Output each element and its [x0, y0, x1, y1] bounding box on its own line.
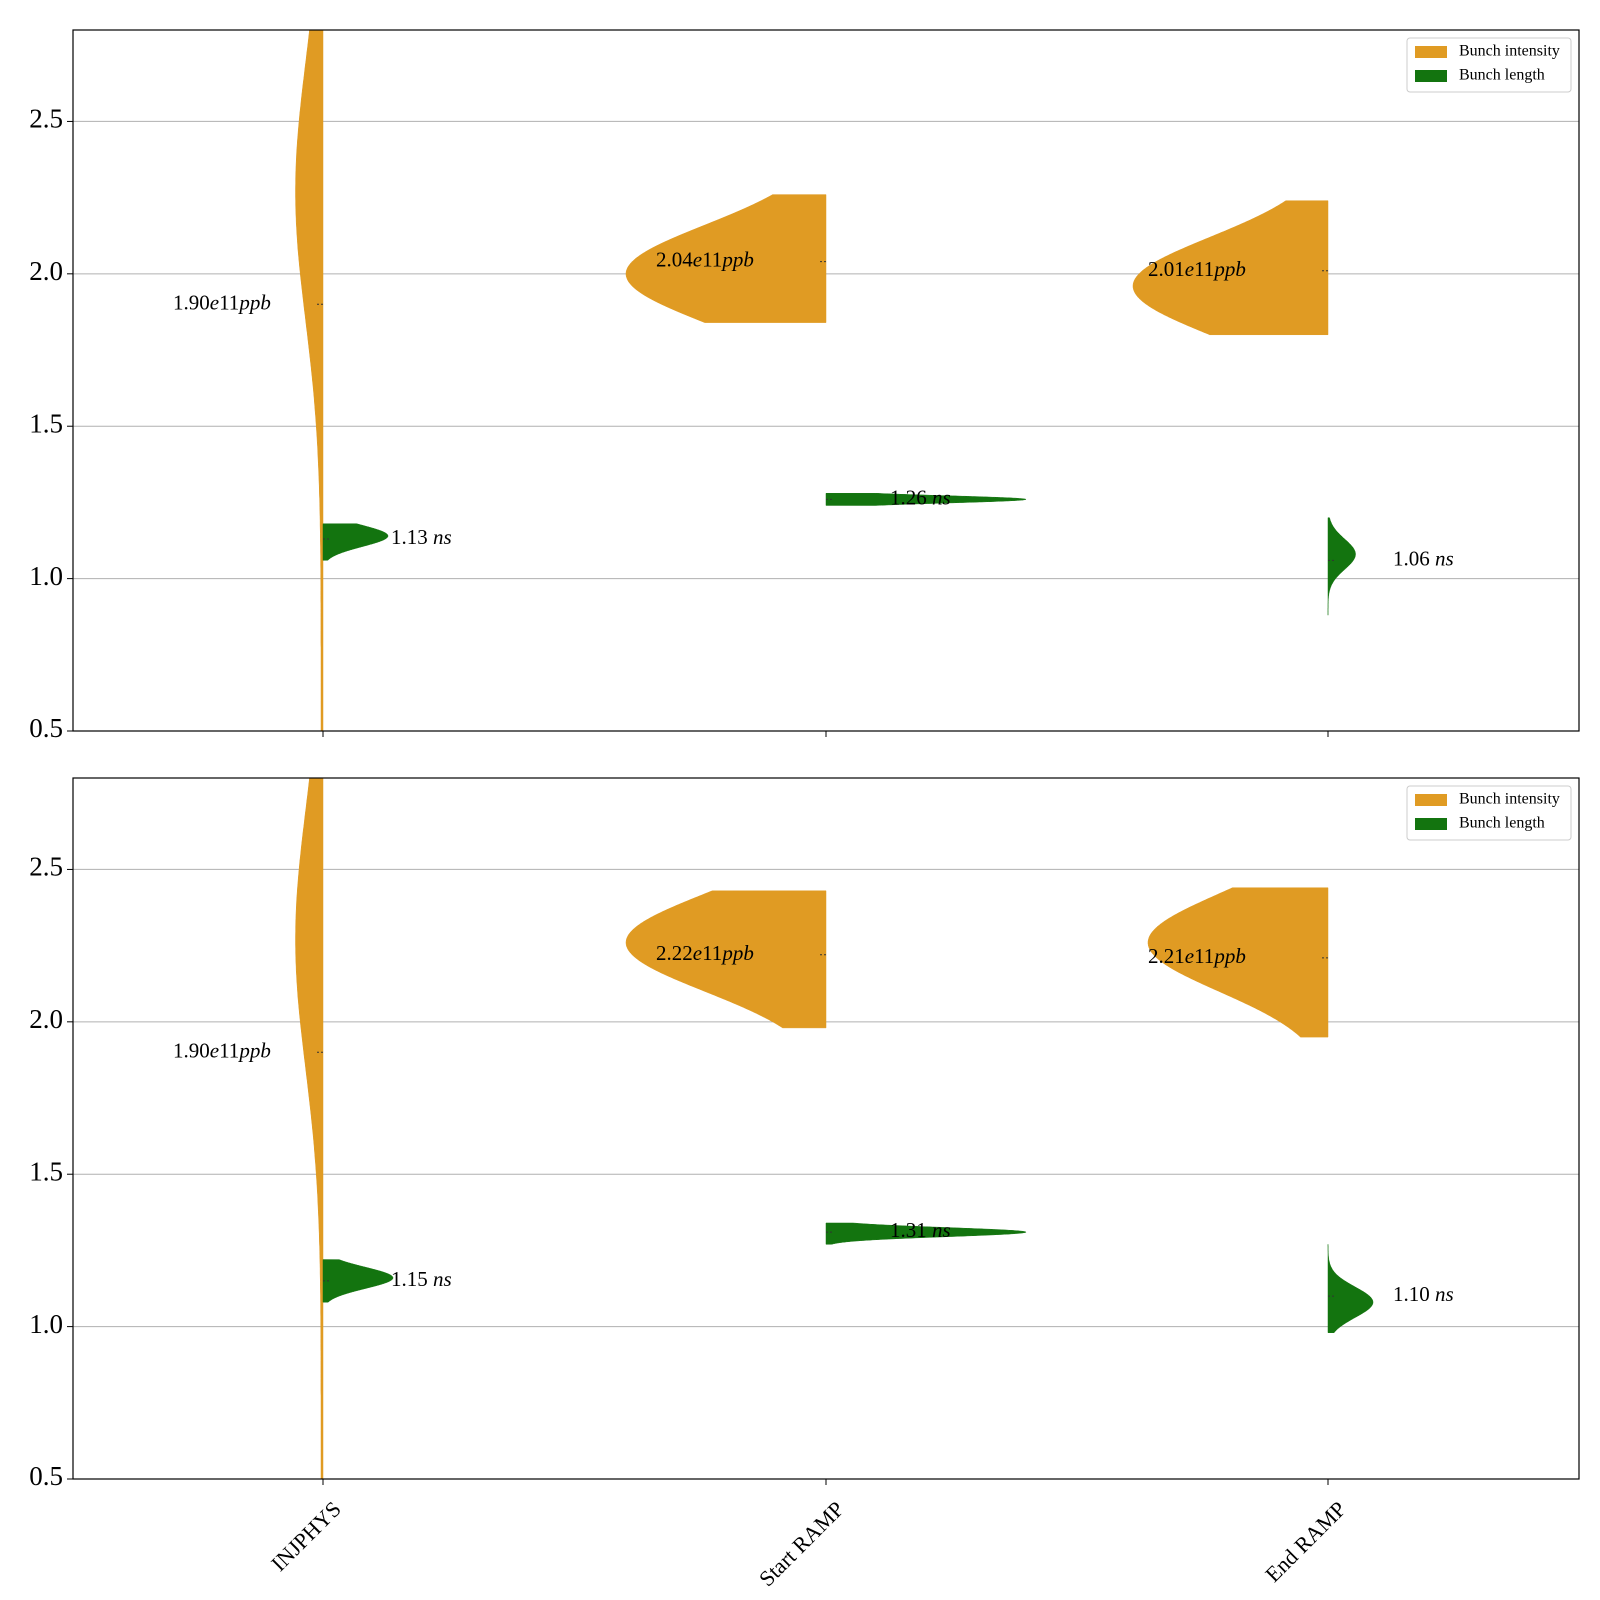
violin-bunch-length-0 [322, 1259, 394, 1303]
annotation-intensity-1: 2.04e11ppb [656, 247, 754, 271]
violin-bunch-intensity-0 [295, 29, 324, 732]
violin-bunch-intensity-1 [625, 890, 827, 1029]
legend-swatch [1415, 818, 1447, 830]
x-tick-label: INJPHYS [266, 1496, 346, 1576]
y-tick-label: 2.5 [29, 852, 63, 882]
legend-label: Bunch length [1459, 815, 1545, 832]
violin-bunch-intensity-2 [1147, 887, 1329, 1038]
legend: Bunch intensity Bunch length [1406, 37, 1572, 93]
y-tick-label: 2.0 [29, 256, 63, 286]
violin-bunch-length-1 [825, 1222, 1027, 1245]
annotation-intensity-2: 2.21e11ppb [1148, 944, 1246, 968]
annotation-intensity-2: 2.01e11ppb [1148, 257, 1246, 281]
legend-box [1406, 785, 1572, 841]
legend-label: Bunch length [1459, 67, 1545, 84]
y-tick-label: 1.0 [29, 561, 63, 591]
panel-bottom: 0.5 1.0 1.5 2.0 2.5 1.90e11ppb 2.22e11ppb 2.21e… [29, 777, 1580, 1591]
violin-bunch-length-0 [322, 523, 389, 561]
legend: Bunch intensity Bunch length [1406, 785, 1572, 841]
annotation-length-1: 1.31 ns [890, 1218, 951, 1242]
legend-swatch [1415, 46, 1447, 58]
annotation-length-0: 1.15 ns [391, 1267, 452, 1291]
panel-top: 0.5 1.0 1.5 2.0 2.5 1.90e11ppb 2.04e11ppb 2.01e… [29, 29, 1580, 743]
annotation-intensity-1: 2.22e11ppb [656, 941, 754, 965]
annotation-intensity-0: 1.90e11ppb [173, 290, 271, 314]
y-tick-label: 2.0 [29, 1004, 63, 1034]
legend-box [1406, 37, 1572, 93]
y-tick-label: 0.5 [29, 713, 63, 743]
y-tick-label: 0.5 [29, 1461, 63, 1491]
annotation-length-2: 1.10 ns [1393, 1282, 1454, 1306]
violin-bunch-intensity-0 [295, 777, 324, 1480]
y-tick-label: 1.5 [29, 408, 63, 438]
x-tick-label: End RAMP [1260, 1496, 1351, 1587]
annotation-length-1: 1.26 ns [890, 485, 951, 509]
violin-bunch-intensity-2 [1132, 200, 1329, 336]
y-tick-label: 1.5 [29, 1156, 63, 1186]
legend-swatch [1415, 70, 1447, 82]
annotation-intensity-0: 1.90e11ppb [173, 1038, 271, 1062]
violin-bunch-length-2 [1327, 517, 1356, 616]
violin-bunch-intensity-1 [625, 194, 827, 323]
annotation-length-2: 1.06 ns [1393, 546, 1454, 570]
legend-label: Bunch intensity [1459, 43, 1560, 60]
y-tick-label: 1.0 [29, 1309, 63, 1339]
violin-bunch-length-2 [1327, 1244, 1374, 1333]
legend-swatch [1415, 794, 1447, 806]
legend-label: Bunch intensity [1459, 791, 1560, 808]
x-tick-label: Start RAMP [754, 1496, 849, 1591]
annotation-length-0: 1.13 ns [391, 525, 452, 549]
y-tick-label: 2.5 [29, 104, 63, 134]
violin-bunch-length-1 [825, 493, 1027, 506]
